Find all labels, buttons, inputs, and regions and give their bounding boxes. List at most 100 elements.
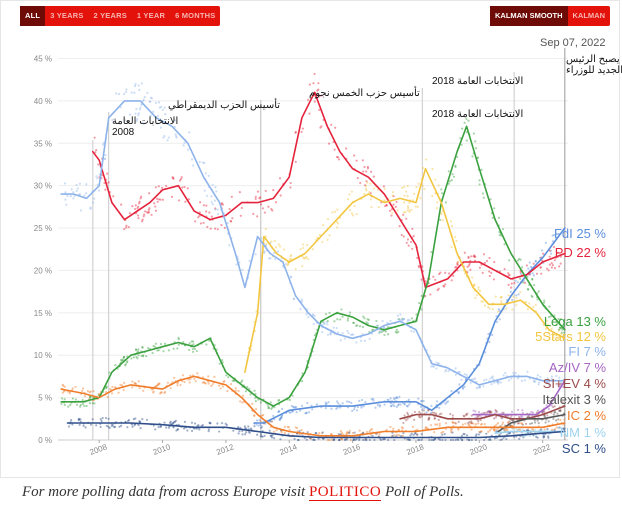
poll-dot-lega bbox=[478, 179, 481, 182]
polling-line-chart[interactable]: 0 %5 %10 %15 %20 %25 %30 %35 %40 %45 %20… bbox=[0, 0, 622, 478]
poll-dot-ic bbox=[518, 428, 522, 431]
poll-dot-fi bbox=[214, 186, 217, 189]
poll-dot-lega bbox=[365, 321, 368, 324]
series-line-fdi[interactable] bbox=[253, 227, 566, 424]
poll-dot-lega bbox=[481, 192, 485, 195]
footer-note: For more polling data from across Europe… bbox=[22, 484, 464, 501]
poll-dot-lega bbox=[270, 407, 273, 410]
poll-dot-5stars bbox=[507, 294, 510, 297]
poll-dot-lega bbox=[221, 358, 224, 362]
poll-dot-pd bbox=[385, 204, 388, 207]
legend-label-sc[interactable]: SC 1 % bbox=[562, 441, 607, 456]
series-line-nm[interactable] bbox=[494, 430, 566, 435]
legend-label-siev[interactable]: SI+EV 4 % bbox=[543, 376, 607, 391]
poll-dot-fdi bbox=[532, 274, 535, 277]
series-line-sc[interactable] bbox=[66, 422, 566, 439]
series-line-5stars[interactable] bbox=[244, 167, 566, 374]
poll-dot-fi bbox=[215, 190, 218, 193]
poll-dot-lega bbox=[267, 406, 270, 409]
legend-label-fdi[interactable]: FdI 25 % bbox=[554, 226, 606, 241]
poll-dot-5stars bbox=[421, 184, 424, 187]
series-line-pd[interactable] bbox=[92, 91, 566, 289]
range-6-months-button[interactable]: 6 MONTHS bbox=[175, 11, 216, 20]
poll-dot-pd bbox=[154, 186, 158, 189]
legend-label-5stars[interactable]: 5Stars 12 % bbox=[535, 329, 606, 344]
poll-dot-ic bbox=[68, 392, 71, 395]
poll-dot-sc bbox=[260, 434, 263, 438]
series-line-aziv[interactable] bbox=[472, 379, 566, 416]
poll-dot-fdi bbox=[372, 399, 375, 402]
poll-dot-ic bbox=[396, 433, 399, 436]
kalman-button[interactable]: KALMAN bbox=[572, 11, 606, 20]
poll-dot-pd bbox=[210, 215, 214, 218]
series-line-siev[interactable] bbox=[399, 405, 566, 420]
poll-dot-fi bbox=[124, 90, 128, 94]
poll-dot-pd bbox=[107, 181, 110, 184]
kalman-smooth-button[interactable]: KALMAN SMOOTH bbox=[490, 6, 568, 26]
poll-dot-5stars bbox=[365, 187, 368, 191]
event-label-line: ماريو دراجي يصبح الرئيس bbox=[566, 54, 622, 65]
poll-dot-fi bbox=[477, 386, 480, 389]
legend-label-ic[interactable]: IC 2 % bbox=[567, 408, 606, 423]
poll-dot-fi bbox=[66, 194, 69, 198]
range-2-years-button[interactable]: 2 YEARS bbox=[93, 11, 127, 20]
poll-dot-sc bbox=[207, 428, 211, 431]
poll-dot-lega bbox=[451, 173, 454, 176]
legend-label-aziv[interactable]: Az/IV 7 % bbox=[549, 360, 607, 375]
event-label-line: 2008 bbox=[112, 127, 135, 138]
legend-label-nm[interactable]: NM 1 % bbox=[560, 425, 607, 440]
poll-dot-sc bbox=[488, 438, 492, 441]
poll-dot-ic bbox=[393, 434, 396, 437]
poll-dot-ic bbox=[207, 375, 210, 378]
series-line-ic[interactable] bbox=[60, 375, 566, 437]
poll-dot-sc bbox=[173, 420, 176, 423]
legend-label-lega[interactable]: Lega 13 % bbox=[544, 314, 607, 329]
poll-dot-sc bbox=[381, 438, 384, 441]
legend-label-fi[interactable]: FI 7 % bbox=[568, 344, 606, 359]
poll-dot-ic bbox=[450, 428, 454, 431]
poll-dot-lega bbox=[537, 290, 540, 293]
x-tick-label: 2022 bbox=[532, 442, 552, 457]
x-tick-label: 2014 bbox=[278, 442, 298, 457]
poll-dot-5stars bbox=[525, 300, 528, 304]
poll-dot-5stars bbox=[302, 246, 305, 250]
poll-dot-fi bbox=[389, 319, 392, 323]
poll-dot-5stars bbox=[391, 211, 394, 214]
poll-dot-fi bbox=[545, 381, 549, 384]
legend-label-italexit[interactable]: Italexit 3 % bbox=[542, 392, 606, 407]
poll-dot-sc bbox=[407, 438, 410, 441]
legend-label-pd[interactable]: PD 22 % bbox=[555, 245, 607, 260]
politico-link[interactable]: POLITICO bbox=[308, 484, 382, 501]
poll-dot-pd bbox=[230, 220, 233, 223]
poll-dot-pd bbox=[157, 198, 161, 201]
range-3-years-button[interactable]: 3 YEARS bbox=[50, 11, 84, 20]
range-all-button[interactable]: ALL bbox=[20, 6, 46, 26]
poll-dot-5stars bbox=[377, 205, 380, 209]
poll-dot-fdi bbox=[335, 407, 338, 410]
poll-dot-fi bbox=[430, 365, 433, 368]
poll-dot-5stars bbox=[408, 210, 411, 214]
poll-dot-siev bbox=[466, 412, 469, 415]
poll-dot-sc bbox=[475, 433, 478, 436]
poll-dot-fdi bbox=[527, 267, 530, 270]
poll-dot-sc bbox=[167, 426, 170, 429]
poll-dot-pd bbox=[143, 213, 146, 216]
poll-dot-italexit bbox=[547, 420, 550, 423]
poll-dot-pd bbox=[131, 205, 134, 208]
poll-dot-lega bbox=[291, 394, 294, 397]
poll-dot-5stars bbox=[481, 300, 485, 303]
range-1-year-button[interactable]: 1 YEAR bbox=[136, 11, 166, 20]
poll-dot-fi bbox=[175, 135, 178, 138]
poll-dot-fdi bbox=[298, 409, 302, 412]
poll-dot-pd bbox=[256, 190, 260, 193]
series-line-italexit[interactable] bbox=[497, 413, 566, 433]
y-tick-label: 45 % bbox=[34, 54, 52, 63]
poll-dot-aziv bbox=[557, 384, 560, 388]
poll-dot-sc bbox=[126, 419, 130, 423]
series-line-fi[interactable] bbox=[60, 100, 566, 386]
series-line-lega[interactable] bbox=[60, 125, 566, 407]
poll-dot-pd bbox=[112, 195, 115, 198]
poll-dot-ic bbox=[160, 391, 163, 394]
poll-dot-ic bbox=[397, 428, 400, 432]
poll-dot-fi bbox=[149, 114, 152, 117]
